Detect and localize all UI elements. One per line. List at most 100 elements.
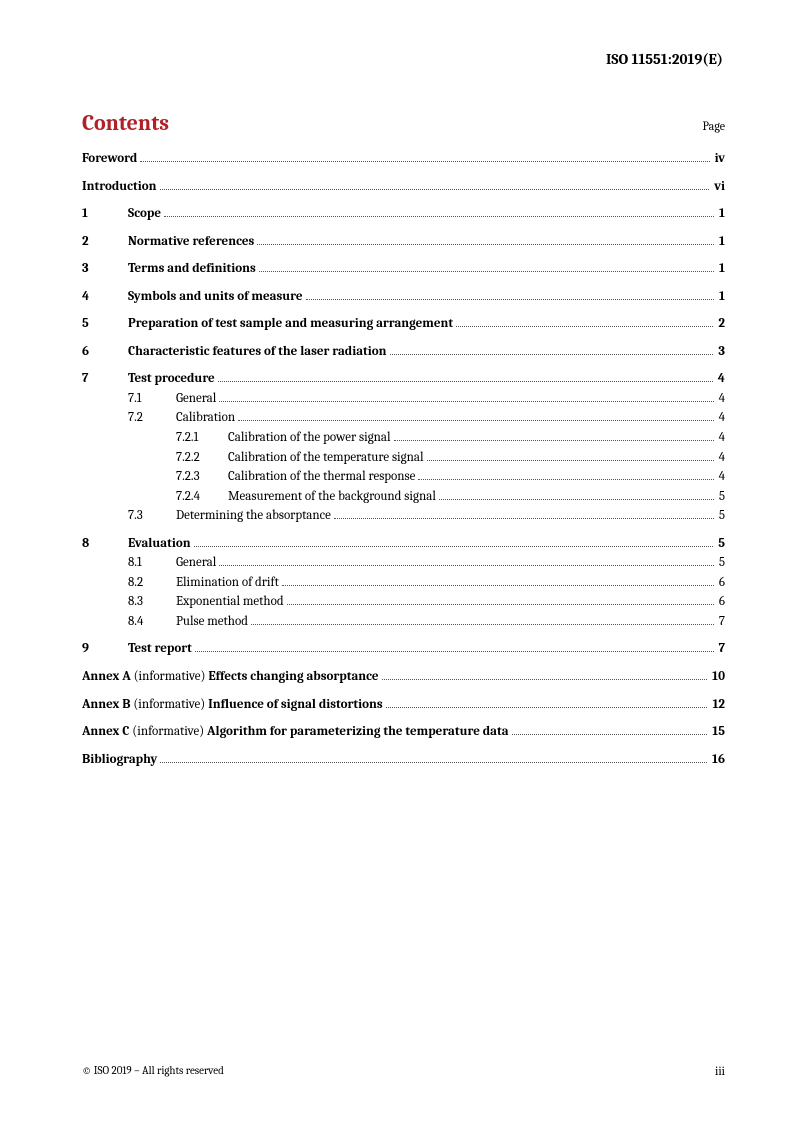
toc-number: 7.2.2 xyxy=(176,449,228,467)
toc-leader xyxy=(390,343,714,354)
toc-title: Annex C (informative) Algorithm for para… xyxy=(82,723,509,741)
toc-page: 4 xyxy=(717,409,725,427)
toc-annex-entry: Annex B (informative) Influence of signa… xyxy=(82,696,725,714)
toc-leader xyxy=(219,391,713,402)
toc-page: vi xyxy=(712,178,725,196)
toc-leader xyxy=(287,594,714,605)
toc-number: 8.2 xyxy=(128,574,176,592)
toc-number: 7.2.4 xyxy=(176,488,228,506)
toc-title: Annex B (informative) Influence of signa… xyxy=(82,696,383,714)
toc-leader xyxy=(512,724,708,735)
toc-leader xyxy=(218,371,713,382)
toc-title: Normative references xyxy=(128,233,254,251)
toc-leader xyxy=(164,206,714,217)
toc-number: 7 xyxy=(82,370,128,388)
toc-leader xyxy=(456,316,713,327)
toc-number: 8.3 xyxy=(128,593,176,611)
toc-title: Preparation of test sample and measuring… xyxy=(128,315,453,333)
toc-page: 4 xyxy=(717,449,725,467)
toc-entry: 5 Preparation of test sample and measuri… xyxy=(82,315,725,333)
toc-entry-bibliography: Bibliography 16 xyxy=(82,751,725,769)
toc-title: Exponential method xyxy=(176,593,284,611)
toc-page: 6 xyxy=(717,574,725,592)
toc-title: Calibration of the power signal xyxy=(228,429,391,447)
toc-leader xyxy=(306,288,714,299)
toc-annex-entry: Annex C (informative) Algorithm for para… xyxy=(82,723,725,741)
toc-page: 4 xyxy=(717,468,725,486)
toc-title: Test report xyxy=(128,640,192,658)
toc-leader xyxy=(257,233,714,244)
toc-number: 2 xyxy=(82,233,128,251)
toc-page: 6 xyxy=(717,593,725,611)
toc-title: Foreword xyxy=(82,150,137,168)
toc-sub-entry: 8.4 Pulse method 7 xyxy=(82,613,725,631)
toc-leader xyxy=(160,178,710,189)
toc-title: Characteristic features of the laser rad… xyxy=(128,343,387,361)
toc-leader xyxy=(160,751,707,762)
toc-page: iv xyxy=(713,150,725,168)
toc-leader xyxy=(259,261,714,272)
toc-number: 3 xyxy=(82,260,128,278)
toc-number: 7.2 xyxy=(128,409,176,427)
toc-page: 4 xyxy=(717,390,725,408)
toc-leader xyxy=(238,410,713,421)
toc-page: 4 xyxy=(717,429,725,447)
toc-leader xyxy=(418,469,713,480)
footer-copyright: © ISO 2019 – All rights reserved xyxy=(82,1064,224,1078)
toc-entry-foreword: Foreword iv xyxy=(82,150,725,168)
toc-subsub-entry: 7.2.2 Calibration of the temperature sig… xyxy=(82,449,725,467)
toc-page: 15 xyxy=(710,723,725,741)
toc-page: 5 xyxy=(717,507,725,525)
toc-sub-entry: 7.2 Calibration 4 xyxy=(82,409,725,427)
toc-leader xyxy=(195,641,714,652)
toc-title: Evaluation xyxy=(128,535,191,553)
toc-sub-entry: 7.1 General 4 xyxy=(82,390,725,408)
toc-page: 1 xyxy=(717,205,725,223)
toc-title: Calibration of the temperature signal xyxy=(228,449,424,467)
toc-number: 5 xyxy=(82,315,128,333)
toc-number: 8.4 xyxy=(128,613,176,631)
toc-sub-entry: 8.1 General 5 xyxy=(82,554,725,572)
toc-leader xyxy=(386,696,708,707)
toc-title: Annex A (informative) Effects changing a… xyxy=(82,668,379,686)
toc-title: Pulse method xyxy=(176,613,248,631)
toc-page: 7 xyxy=(717,640,725,658)
toc-page: 2 xyxy=(716,315,725,333)
toc-page: 4 xyxy=(716,370,725,388)
toc-title: Bibliography xyxy=(82,751,157,769)
toc-title: General xyxy=(176,554,216,572)
toc-entry-introduction: Introduction vi xyxy=(82,178,725,196)
toc-entry: 4 Symbols and units of measure 1 xyxy=(82,288,725,306)
toc-title: Calibration xyxy=(176,409,235,427)
toc-title: Determining the absorptance xyxy=(176,507,331,525)
toc-leader xyxy=(427,449,714,460)
toc-subsub-entry: 7.2.1 Calibration of the power signal 4 xyxy=(82,429,725,447)
toc-leader xyxy=(334,508,714,519)
toc-annex-entry: Annex A (informative) Effects changing a… xyxy=(82,668,725,686)
contents-title: Contents xyxy=(82,110,169,136)
footer-page-number: iii xyxy=(715,1064,725,1078)
toc-page: 1 xyxy=(717,233,725,251)
toc-page: 1 xyxy=(717,260,725,278)
toc-subsub-entry: 7.2.3 Calibration of the thermal respons… xyxy=(82,468,725,486)
toc-number: 7.1 xyxy=(128,390,176,408)
toc-leader xyxy=(219,555,714,566)
toc-leader xyxy=(251,614,714,625)
toc-title: Test procedure xyxy=(128,370,215,388)
toc-entry: 1 Scope 1 xyxy=(82,205,725,223)
toc-page: 16 xyxy=(710,751,725,769)
toc-title: Scope xyxy=(128,205,161,223)
toc-number: 8.1 xyxy=(128,554,176,572)
toc-entry: 7 Test procedure 4 xyxy=(82,370,725,388)
table-of-contents: Foreword iv Introduction vi 1 Scope 1 2 … xyxy=(82,150,725,768)
toc-sub-entry: 7.3 Determining the absorptance 5 xyxy=(82,507,725,525)
toc-number: 7.2.1 xyxy=(176,429,228,447)
toc-number: 1 xyxy=(82,205,128,223)
toc-number: 8 xyxy=(82,535,128,553)
toc-leader xyxy=(382,669,708,680)
toc-entry: 8 Evaluation 5 xyxy=(82,535,725,553)
toc-leader xyxy=(194,535,714,546)
toc-sub-entry: 8.3 Exponential method 6 xyxy=(82,593,725,611)
toc-leader xyxy=(394,430,714,441)
toc-page: 1 xyxy=(717,288,725,306)
